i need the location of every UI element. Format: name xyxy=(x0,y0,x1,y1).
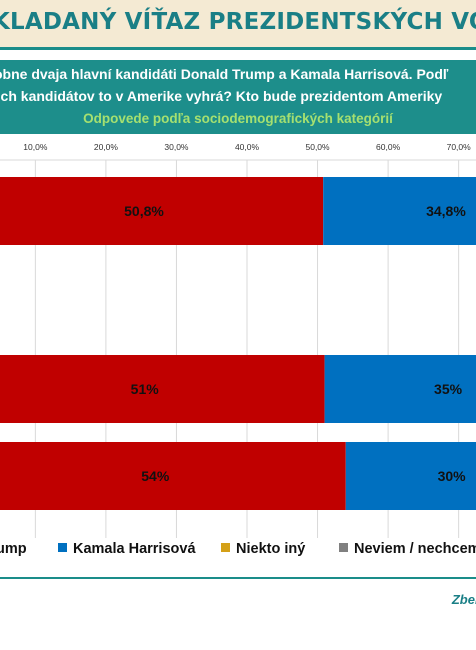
legend-label-dont-know: Neviem / nechcem xyxy=(354,541,476,557)
x-tick-label: 60,0% xyxy=(376,142,401,152)
data-label: 50,8% xyxy=(124,203,164,219)
question-line-2: och kandidátov to v Amerike vyhrá? Kto b… xyxy=(0,88,443,104)
bar-segment xyxy=(0,442,346,510)
bar-segment xyxy=(0,177,324,245)
x-tick-label: 70,0% xyxy=(447,142,472,152)
chart-title: KLADANÝ VÍŤAZ PREZIDENTSKÝCH VOLIEB xyxy=(0,9,476,35)
legend-label-harris: Kamala Harrisová xyxy=(73,541,196,557)
x-tick-label: 20,0% xyxy=(94,142,119,152)
x-tick-label: 50,0% xyxy=(305,142,330,152)
chart-legend: ump Kamala Harrisová Niekto iný Neviem /… xyxy=(0,538,476,564)
bar-segment xyxy=(324,355,476,423)
chart-subtitle: Odpovede podľa sociodemografických kateg… xyxy=(83,111,393,126)
legend-item-trump: ump xyxy=(0,541,27,557)
footer-source: Zber xyxy=(451,592,476,607)
bar-chart: 10,0% 20,0% 30,0% 40,0% 50,0% 60,0% 70,0% 50,8%… xyxy=(0,142,476,538)
legend-swatch-harris xyxy=(58,543,67,552)
x-tick-label: 30,0% xyxy=(164,142,189,152)
data-label: 35% xyxy=(434,381,463,397)
question-panel: obne dvaja hlavní kandidáti Donald Trump… xyxy=(0,60,476,134)
x-tick-label: 40,0% xyxy=(235,142,260,152)
bar-segment xyxy=(0,355,325,423)
legend-item-other: Niekto iný xyxy=(221,541,305,557)
data-label: 51% xyxy=(131,381,160,397)
bar-segment xyxy=(323,177,476,245)
legend-label-trump: ump xyxy=(0,541,27,557)
data-label: 54% xyxy=(141,468,170,484)
data-label: 30% xyxy=(438,468,467,484)
x-tick-label: 10,0% xyxy=(23,142,48,152)
legend-item-harris: Kamala Harrisová xyxy=(58,541,196,557)
legend-swatch-other xyxy=(221,543,230,552)
legend-label-other: Niekto iný xyxy=(236,541,306,557)
legend-item-dont-know: Neviem / nechcem xyxy=(339,541,476,557)
question-line-1: obne dvaja hlavní kandidáti Donald Trump… xyxy=(0,66,449,82)
legend-swatch-dont-know xyxy=(339,543,348,552)
footer-divider xyxy=(0,577,476,579)
bar-segment xyxy=(345,442,476,510)
data-label: 34,8% xyxy=(426,203,466,219)
title-bar: KLADANÝ VÍŤAZ PREZIDENTSKÝCH VOLIEB xyxy=(0,0,476,50)
